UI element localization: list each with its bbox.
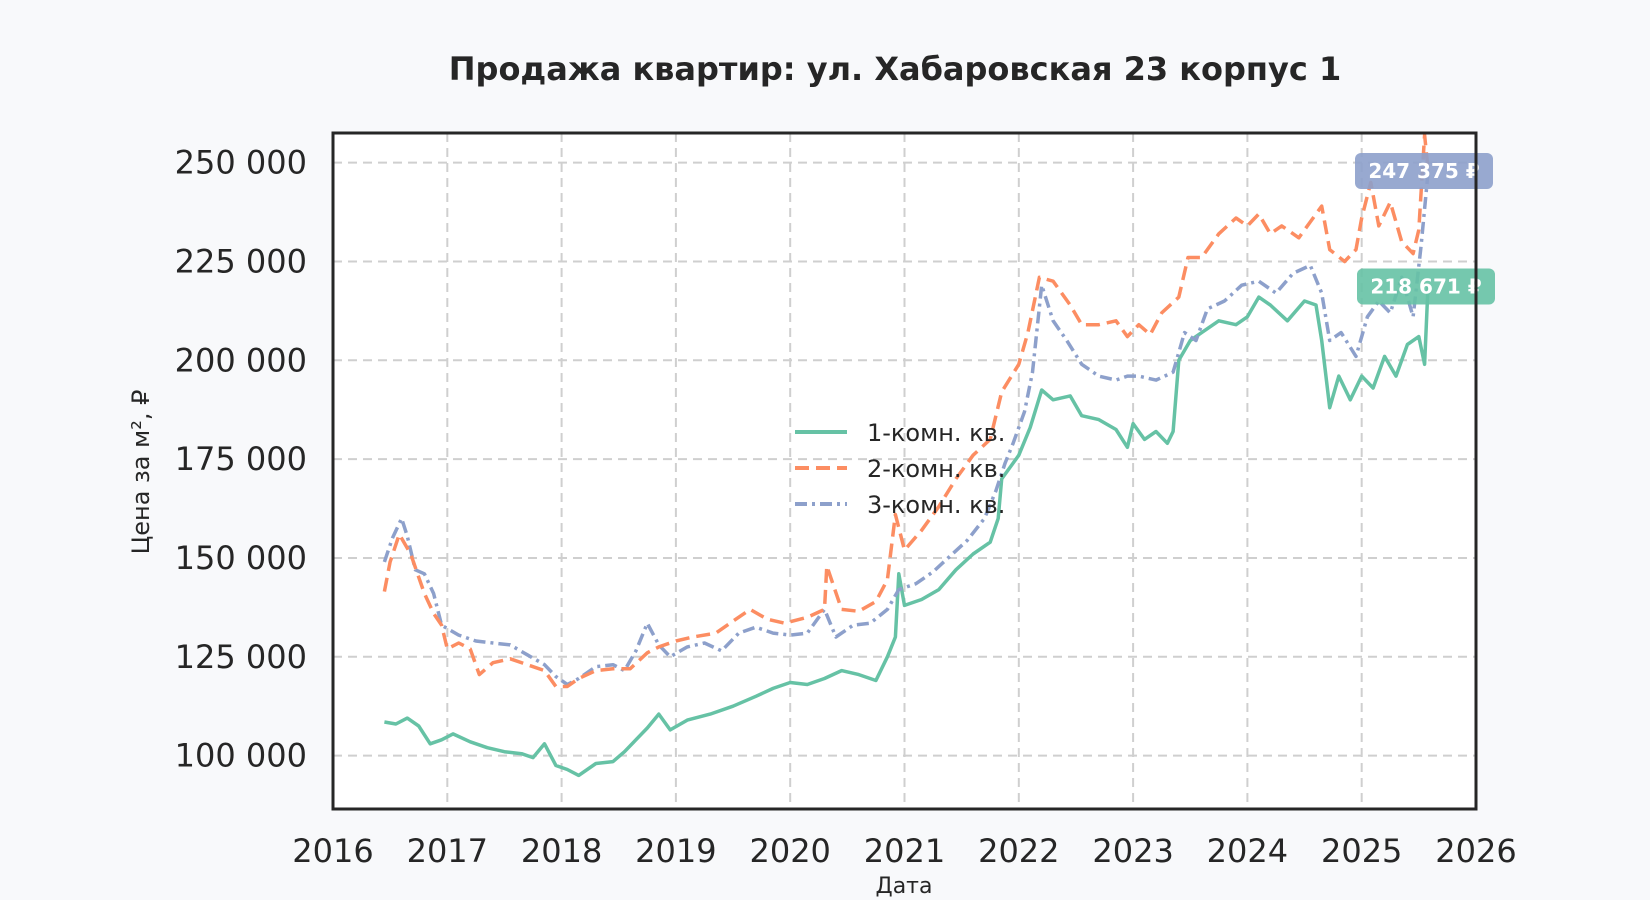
x-axis-label: Дата	[875, 874, 933, 899]
x-tick-label: 2016	[292, 832, 373, 870]
end-label-box	[1357, 268, 1495, 305]
axes-frame	[331, 131, 1478, 811]
legend-label: 1-комн. кв.	[867, 419, 1005, 447]
x-tick-label: 2017	[407, 832, 488, 870]
y-tick-label: 175 000	[175, 440, 307, 478]
end-label-box	[1355, 153, 1493, 190]
series-line-1	[384, 286, 1430, 778]
end-value-label: 247 375 ₽	[1368, 159, 1479, 183]
x-tick-label: 2024	[1207, 832, 1288, 870]
x-tick-label: 2025	[1321, 832, 1402, 870]
x-tick-label: 2026	[1435, 832, 1516, 870]
y-tick-label: 200 000	[175, 341, 307, 379]
legend-label: 2-комн. кв.	[867, 455, 1005, 483]
y-tick-label: 100 000	[175, 737, 307, 775]
x-tick-label: 2019	[635, 832, 716, 870]
y-tick-label: 225 000	[175, 242, 307, 280]
x-tick-label: 2023	[1092, 832, 1173, 870]
series-line-3	[382, 172, 1430, 687]
legend-label: 3-комн. кв.	[867, 491, 1005, 519]
x-tick-label: 2021	[864, 832, 945, 870]
y-tick-label: 150 000	[175, 539, 307, 577]
chart-title: Продажа квартир: ул. Хабаровская 23 корп…	[448, 50, 1342, 88]
x-tick-label: 2020	[749, 832, 830, 870]
x-tick-label: 2022	[978, 832, 1059, 870]
series-line-2	[382, 133, 1430, 689]
end-value-label: 218 671 ₽	[1370, 274, 1481, 298]
y-axis-label: Цена за м², ₽	[127, 389, 155, 555]
y-tick-label: 250 000	[175, 144, 307, 182]
y-tick-label: 125 000	[175, 638, 307, 676]
x-tick-label: 2018	[521, 832, 602, 870]
